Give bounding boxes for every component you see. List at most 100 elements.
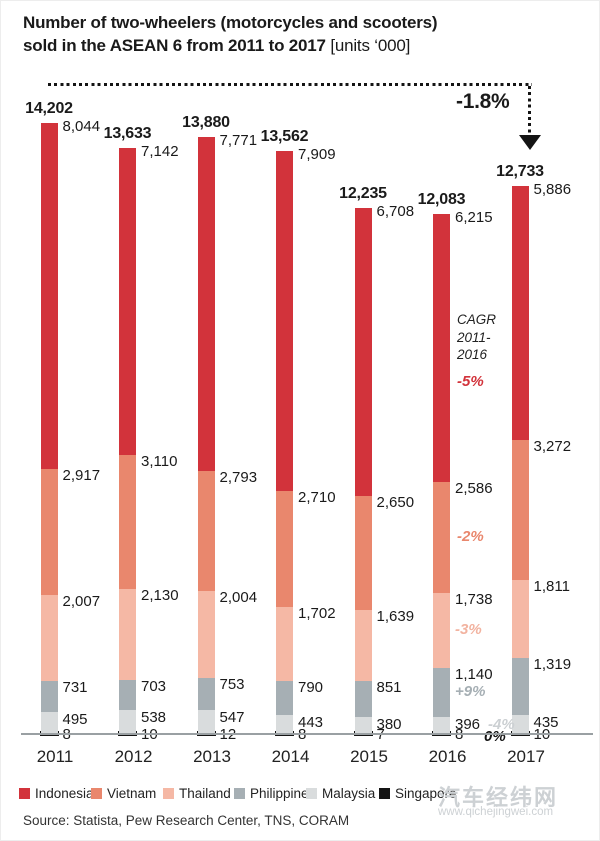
title-line-1: Number of two-wheelers (motorcycles and … xyxy=(23,13,438,32)
chart-title: Number of two-wheelers (motorcycles and … xyxy=(23,12,438,58)
value-label-thailand-2016: 1,738 xyxy=(455,590,493,608)
legend-label-thailand: Thailand xyxy=(179,786,231,801)
bar-indonesia-2013 xyxy=(197,137,215,472)
bar-thailand-2012 xyxy=(119,588,136,681)
value-label-indonesia-2017: 5,886 xyxy=(533,181,572,199)
watermark-site-url: www.qichejingwei.com xyxy=(438,806,554,818)
legend-swatch-vietnam xyxy=(91,788,102,799)
value-label-singapore-2013: 12 xyxy=(219,726,237,743)
cagr-value-indonesia: -5% xyxy=(457,372,484,390)
legend-swatch-thailand xyxy=(163,788,174,799)
value-label-singapore-2016: 8 xyxy=(455,726,464,743)
value-label-thailand-2014: 1,702 xyxy=(298,605,336,623)
bar-indonesia-2011 xyxy=(40,123,58,470)
value-label-singapore-2011: 8 xyxy=(62,726,71,743)
bar-indonesia-2015 xyxy=(354,207,372,497)
year-label-2015: 2015 xyxy=(350,747,388,766)
value-label-vietnam-2015: 2,650 xyxy=(376,494,415,512)
total-label-2013: 13,880 xyxy=(182,114,230,132)
cagr-annotation-thailand: -3% xyxy=(455,621,482,639)
bar-vietnam-2015 xyxy=(354,496,372,611)
value-label-indonesia-2013: 7,771 xyxy=(219,132,258,150)
bar-malaysia-2015 xyxy=(354,717,372,734)
value-label-thailand-2011: 2,007 xyxy=(62,592,101,610)
cagr-annotation-philippines: +9% xyxy=(455,683,486,701)
bar-malaysia-2014 xyxy=(276,714,293,734)
bar-vietnam-2012 xyxy=(119,454,136,589)
value-label-singapore-2012: 10 xyxy=(141,726,158,743)
value-label-malaysia-2017: 435 xyxy=(533,713,559,731)
bar-thailand-2017 xyxy=(511,580,529,659)
legend-swatch-singapore xyxy=(379,788,390,799)
bar-thailand-2013 xyxy=(197,591,215,678)
bar-indonesia-2012 xyxy=(119,147,136,455)
bar-indonesia-2016 xyxy=(433,214,450,482)
legend-swatch-malaysia xyxy=(306,788,317,799)
bar-philippines-2016 xyxy=(433,667,450,717)
year-label-2017: 2017 xyxy=(507,747,545,766)
axis-baseline xyxy=(21,733,593,735)
legend-label-vietnam: Vietnam xyxy=(107,786,157,801)
value-label-malaysia-2013: 547 xyxy=(219,708,245,726)
legend-item-philippines: Philippines xyxy=(234,786,315,801)
bar-vietnam-2011 xyxy=(40,469,58,595)
legend-label-philippines: Philippines xyxy=(250,786,316,801)
legend-label-malaysia: Malaysia xyxy=(322,786,376,801)
value-label-vietnam-2012: 3,110 xyxy=(141,452,178,470)
bar-philippines-2011 xyxy=(40,680,58,713)
year-label-2013: 2013 xyxy=(193,747,231,766)
bar-malaysia-2016 xyxy=(433,716,450,734)
source-note: Source: Statista, Pew Research Center, T… xyxy=(23,813,350,828)
bar-thailand-2015 xyxy=(354,610,372,681)
bar-vietnam-2014 xyxy=(276,490,293,608)
total-label-2015: 12,235 xyxy=(339,184,387,202)
value-label-singapore-2015: 7 xyxy=(376,726,385,743)
total-label-2016: 12,083 xyxy=(417,191,466,209)
dotted-connector-horizontal xyxy=(48,83,532,86)
bar-thailand-2011 xyxy=(40,594,58,681)
arrow-down-icon xyxy=(519,135,541,150)
title-units-suffix: [units ‘000] xyxy=(325,35,411,55)
value-label-malaysia-2015: 380 xyxy=(376,716,402,734)
year-label-2012: 2012 xyxy=(114,747,153,766)
total-label-2017: 12,733 xyxy=(496,163,544,181)
value-label-philippines-2015: 851 xyxy=(376,678,402,696)
bar-indonesia-2017 xyxy=(511,186,529,440)
bar-thailand-2016 xyxy=(433,592,450,668)
value-label-thailand-2015: 1,639 xyxy=(376,608,415,626)
legend-swatch-philippines xyxy=(234,788,245,799)
title-line-2: sold in the ASEAN 6 from 2011 to 2017 [u… xyxy=(23,35,411,55)
value-label-malaysia-2012: 538 xyxy=(141,709,167,727)
value-label-indonesia-2016: 6,215 xyxy=(455,209,493,227)
bar-vietnam-2016 xyxy=(433,481,450,593)
bar-malaysia-2012 xyxy=(119,710,136,734)
value-label-singapore-2014: 8 xyxy=(298,726,307,743)
value-label-philippines-2017: 1,319 xyxy=(533,656,572,674)
bar-indonesia-2014 xyxy=(276,150,293,491)
value-label-indonesia-2011: 8,044 xyxy=(62,118,101,136)
value-label-vietnam-2011: 2,917 xyxy=(62,467,101,485)
value-label-vietnam-2017: 3,272 xyxy=(533,437,572,455)
bar-vietnam-2013 xyxy=(197,471,215,592)
bar-philippines-2013 xyxy=(197,677,215,710)
value-label-singapore-2017: 10 xyxy=(533,726,551,743)
value-label-vietnam-2016: 2,586 xyxy=(455,479,493,497)
dotted-connector-vertical xyxy=(528,86,531,135)
legend-item-thailand: Thailand xyxy=(163,786,231,801)
value-label-philippines-2016: 1,140 xyxy=(455,665,493,683)
value-label-thailand-2012: 2,130 xyxy=(141,586,179,604)
year-label-2011: 2011 xyxy=(36,747,74,766)
cagr-note: CAGR 2011- 2016 -5% xyxy=(457,311,496,391)
bar-malaysia-2017 xyxy=(511,714,529,734)
year-label-2016: 2016 xyxy=(428,747,467,766)
total-label-2012: 13,633 xyxy=(103,124,152,142)
legend-swatch-indonesia xyxy=(19,788,30,799)
bar-malaysia-2011 xyxy=(40,712,58,734)
value-label-indonesia-2014: 7,909 xyxy=(298,145,336,163)
value-label-vietnam-2013: 2,793 xyxy=(219,469,258,487)
cagr-note-line-2: 2011- xyxy=(457,329,491,345)
bar-thailand-2014 xyxy=(276,607,293,681)
cagr-note-line-1: CAGR xyxy=(457,312,497,327)
bar-philippines-2015 xyxy=(354,680,372,718)
